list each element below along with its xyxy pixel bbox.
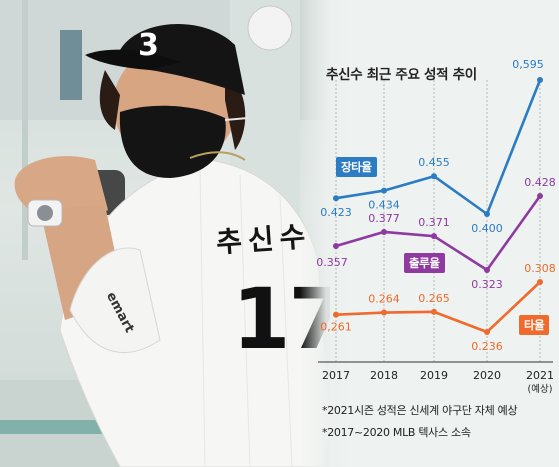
data-label: 0.434 — [368, 199, 400, 212]
data-point — [333, 243, 339, 250]
data-point — [537, 77, 543, 83]
data-point — [333, 311, 339, 318]
data-label: 0.423 — [320, 206, 352, 219]
data-point — [537, 193, 543, 199]
data-label: 0.371 — [418, 216, 450, 229]
data-label: 0,261 — [320, 321, 352, 334]
player-illustration — [0, 0, 330, 467]
data-point — [381, 187, 387, 194]
data-label: 0.357 — [316, 256, 348, 269]
data-label: 0.264 — [368, 293, 400, 306]
cap-number: 3 — [138, 28, 159, 63]
player-photo: 3 추신수 17 emart — [0, 0, 330, 467]
data-point — [333, 195, 339, 202]
data-label: 0.455 — [418, 156, 450, 169]
data-point — [381, 228, 387, 235]
footnote-projection: *2021시즌 성적은 신세계 야구단 자체 예상 — [322, 404, 518, 417]
chart-panel — [300, 0, 559, 467]
series-line — [335, 79, 542, 216]
data-point — [484, 267, 490, 273]
data-label: 0.377 — [368, 212, 400, 225]
data-point — [484, 211, 490, 217]
footnote-team: *2017~2020 MLB 텍사스 소속 — [322, 426, 471, 439]
series-tag-on-base: 출루율 — [404, 253, 445, 273]
data-point — [431, 173, 437, 180]
series-tag-slugging: 장타율 — [336, 157, 377, 177]
data-label: 0.236 — [471, 340, 503, 353]
chart-title: 추신수 최근 주요 성적 추이 — [326, 67, 477, 83]
x-tick-label: 2020 — [473, 369, 501, 382]
data-point — [431, 308, 437, 315]
x-tick-label: 2018 — [370, 369, 398, 382]
data-label: 0.308 — [524, 262, 556, 275]
data-label: 0.428 — [524, 176, 556, 189]
data-label: 0.265 — [418, 292, 450, 305]
series-line — [335, 281, 541, 334]
data-label: 0.400 — [471, 222, 503, 235]
series-tag-average: 타율 — [519, 315, 550, 335]
data-label: 0,595 — [512, 58, 544, 71]
x-tick-label: 2017 — [322, 369, 350, 382]
x-tick-label: 2021 — [526, 369, 554, 382]
x-tick-sublabel: (예상) — [528, 384, 553, 395]
data-point — [381, 309, 387, 316]
data-point — [537, 279, 543, 285]
x-tick-label: 2019 — [420, 369, 448, 382]
data-label: 0.323 — [471, 278, 503, 291]
data-point — [431, 233, 437, 240]
data-point — [484, 329, 490, 335]
